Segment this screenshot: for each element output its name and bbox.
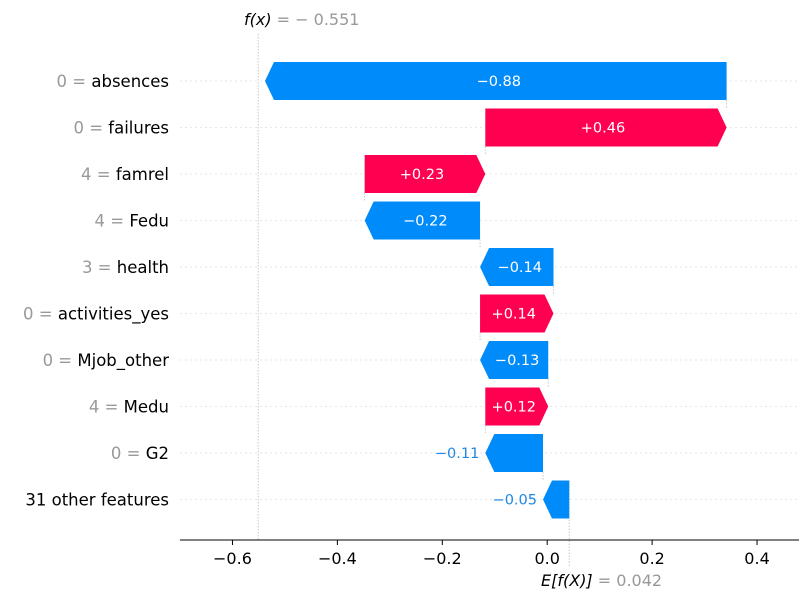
bar-value-label: +0.23 (400, 167, 444, 183)
feature-name: famrel (116, 165, 169, 184)
feature-value: 0 = (57, 72, 92, 91)
x-tick-label: 0.0 (534, 549, 559, 568)
waterfall-bar (364, 201, 481, 240)
bar-value-label: −0.22 (403, 214, 447, 230)
waterfall-bar (485, 387, 549, 426)
feature-label: 0 = absences (57, 72, 169, 91)
x-tick-label: −0.2 (423, 549, 462, 568)
x-tick-label: −0.6 (213, 549, 252, 568)
feature-label: 0 = activities_yes (23, 305, 169, 325)
feature-label: 3 = health (82, 258, 169, 277)
waterfall-bar (480, 341, 549, 379)
ex-footer: E[f(X)] = 0.042 (541, 571, 662, 590)
feature-name: Mjob_other (77, 351, 169, 371)
fx-label: f(x) (244, 10, 277, 29)
bar-value-label: −0.14 (498, 260, 542, 276)
feature-name: activities_yes (58, 305, 169, 325)
feature-value: 0 = (23, 305, 58, 324)
waterfall-bar (480, 294, 554, 333)
feature-name: health (117, 258, 169, 277)
bar-value-label: −0.11 (435, 446, 479, 462)
bar-value-label: −0.05 (493, 493, 537, 509)
feature-label: 0 = G2 (111, 444, 169, 463)
feature-label: 31 other features (25, 491, 169, 510)
waterfall-bar (480, 248, 554, 286)
feature-name: absences (91, 72, 169, 91)
fx-value: = − 0.551 (277, 10, 360, 29)
ex-value: = 0.042 (598, 571, 662, 590)
bar-value-label: +0.46 (581, 121, 625, 137)
waterfall-bar (543, 480, 570, 519)
x-tick-label: −0.4 (318, 549, 357, 568)
feature-value: 0 = (43, 351, 78, 370)
bar-value-label: −0.13 (495, 353, 539, 369)
feature-name: G2 (146, 444, 169, 463)
waterfall-bar (264, 62, 727, 100)
feature-name: Fedu (129, 212, 169, 231)
feature-value: 0 = (111, 444, 146, 463)
feature-value: 0 = (73, 119, 108, 138)
feature-label: 0 = Mjob_other (43, 351, 170, 371)
x-tick-label: 0.4 (744, 549, 769, 568)
feature-value: 4 = (95, 212, 130, 231)
feature-name: Medu (124, 398, 169, 417)
feature-label: 0 = failures (73, 119, 169, 138)
waterfall-bar (485, 434, 544, 472)
feature-label: 4 = famrel (81, 165, 169, 184)
feature-label: 4 = Medu (89, 398, 169, 417)
feature-value: 4 = (81, 165, 116, 184)
bar-value-label: +0.14 (492, 307, 536, 323)
feature-value: 4 = (89, 398, 124, 417)
feature-name: failures (108, 119, 169, 138)
feature-label: 4 = Fedu (95, 212, 170, 231)
bar-value-label: −0.88 (477, 74, 521, 90)
feature-name: 31 other features (25, 491, 169, 510)
feature-value: 3 = (82, 258, 117, 277)
waterfall-bar (364, 155, 486, 193)
x-tick-label: 0.2 (639, 549, 664, 568)
waterfall-bar (485, 108, 727, 147)
ex-label: E[f(X)] (541, 571, 598, 590)
fx-header: f(x) = − 0.551 (244, 10, 359, 29)
bar-value-label: +0.12 (492, 400, 536, 416)
